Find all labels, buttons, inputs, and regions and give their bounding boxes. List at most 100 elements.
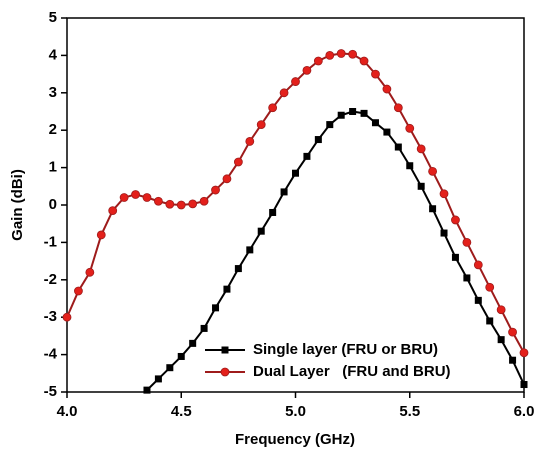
marker (177, 352, 185, 360)
marker (119, 193, 129, 202)
plot-frame (66, 17, 525, 393)
marker (153, 196, 163, 206)
marker (486, 317, 494, 325)
marker (85, 267, 95, 277)
marker (405, 123, 415, 133)
marker (463, 274, 471, 282)
marker (62, 312, 72, 322)
marker (291, 77, 300, 86)
marker (508, 327, 517, 337)
marker (496, 305, 506, 315)
legend-text: Single layer (FRU or BRU) (253, 341, 438, 358)
marker (314, 136, 322, 144)
x-tick-label: 5.0 (285, 403, 306, 420)
marker (394, 143, 402, 151)
marker (440, 229, 448, 237)
marker (313, 56, 323, 66)
marker (325, 51, 335, 60)
marker (509, 356, 517, 364)
marker (474, 296, 482, 304)
y-tick-label: 1 (49, 159, 57, 176)
marker (383, 128, 391, 136)
marker (360, 109, 368, 117)
marker (256, 120, 266, 129)
marker (485, 282, 495, 292)
marker (371, 69, 380, 79)
legend-marker (221, 346, 229, 354)
marker (497, 336, 505, 344)
marker (154, 375, 162, 383)
y-tick-label: -5 (44, 383, 57, 400)
marker (428, 166, 438, 176)
x-axis-title: Frequency (GHz) (235, 431, 355, 448)
y-tick-label: 3 (49, 84, 57, 101)
marker (303, 152, 311, 160)
series-line (146, 110, 525, 391)
x-tick-label: 4.5 (171, 403, 192, 420)
marker (189, 339, 197, 347)
y-axis-title: Gain (dBi) (9, 169, 26, 241)
marker (223, 285, 231, 293)
legend-text: Dual Layer (FRU and BRU) (253, 363, 451, 380)
x-tick-label: 5.5 (399, 403, 420, 420)
marker (188, 199, 198, 209)
marker (108, 206, 118, 216)
y-tick-label: -3 (44, 308, 57, 325)
legend-marker (220, 367, 230, 377)
marker (451, 253, 459, 261)
marker (233, 157, 243, 167)
marker (519, 348, 529, 358)
y-tick-label: 4 (49, 46, 58, 63)
marker (292, 169, 299, 177)
marker (131, 190, 140, 199)
marker (359, 56, 369, 66)
marker (142, 193, 152, 202)
marker (451, 215, 460, 225)
y-tick-label: -2 (44, 271, 57, 288)
series-line (66, 52, 525, 354)
marker (348, 49, 358, 59)
marker (473, 260, 483, 270)
marker (439, 189, 449, 199)
y-tick-label: 0 (49, 196, 57, 213)
marker (269, 208, 277, 216)
y-tick-label: 2 (49, 121, 57, 138)
marker (199, 196, 209, 206)
marker (246, 246, 254, 254)
marker (280, 188, 288, 196)
marker (257, 227, 265, 235)
marker (406, 162, 414, 170)
x-tick-label: 4.0 (57, 403, 78, 420)
marker (176, 200, 186, 210)
marker (382, 84, 392, 94)
marker (349, 108, 357, 115)
y-tick-label: -4 (44, 346, 58, 363)
x-tick-label: 6.0 (514, 403, 535, 420)
marker (212, 304, 220, 312)
marker (234, 265, 242, 273)
marker (222, 174, 232, 184)
marker (279, 88, 289, 98)
marker (371, 119, 379, 127)
marker (268, 103, 278, 113)
marker (393, 103, 403, 113)
marker (165, 199, 175, 209)
marker (417, 182, 425, 190)
marker (302, 65, 312, 75)
marker (336, 49, 346, 58)
marker (520, 381, 528, 389)
marker (429, 205, 437, 213)
marker (245, 137, 255, 146)
y-tick-label: 5 (49, 9, 57, 26)
marker (200, 324, 208, 332)
marker (96, 230, 106, 240)
marker (416, 144, 426, 154)
marker (326, 121, 334, 129)
marker (211, 185, 220, 195)
marker (166, 364, 174, 372)
marker (143, 386, 151, 394)
marker (462, 237, 472, 247)
y-tick-label: -1 (44, 233, 57, 250)
